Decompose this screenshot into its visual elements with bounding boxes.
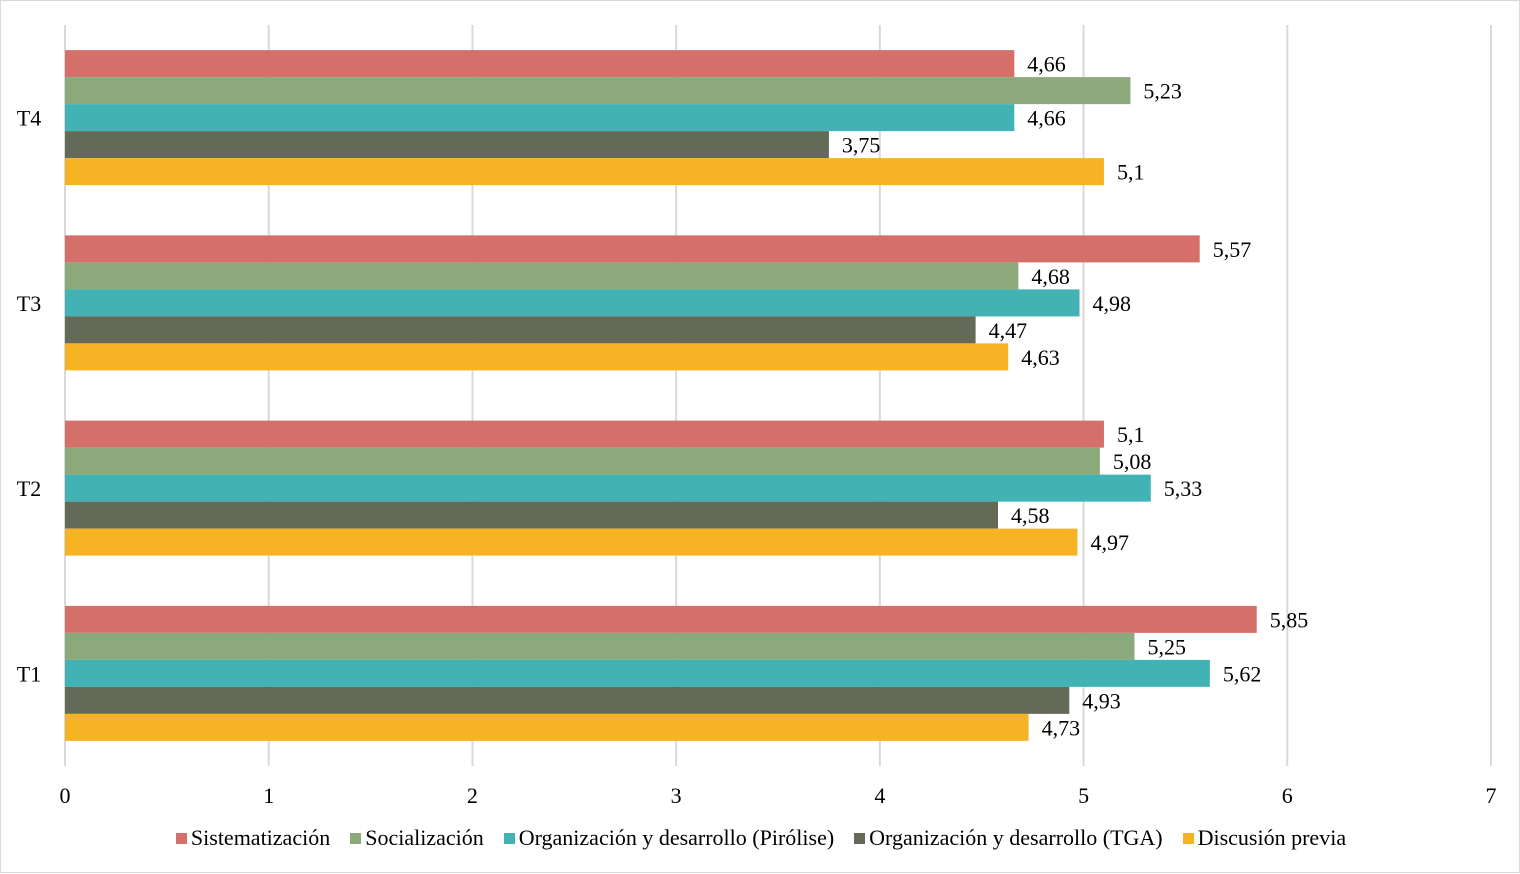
legend-label: Sistematización bbox=[190, 825, 331, 850]
bar bbox=[65, 605, 1257, 633]
data-label: 5,23 bbox=[1143, 79, 1182, 104]
legend-label: Socialización bbox=[365, 825, 484, 850]
x-tick-label: 7 bbox=[1486, 783, 1497, 808]
x-tick-label: 2 bbox=[467, 783, 478, 808]
bar bbox=[65, 528, 1078, 556]
x-tick-label: 5 bbox=[1078, 783, 1089, 808]
data-label: 5,1 bbox=[1117, 160, 1145, 185]
bar bbox=[65, 474, 1151, 502]
data-label: 5,1 bbox=[1117, 422, 1145, 447]
bar bbox=[65, 659, 1210, 687]
bar bbox=[65, 289, 1080, 317]
x-tick-label: 1 bbox=[263, 783, 274, 808]
bar bbox=[65, 50, 1015, 78]
legend-swatch-icon bbox=[1182, 832, 1194, 844]
data-label: 5,57 bbox=[1213, 237, 1252, 262]
x-tick-label: 4 bbox=[874, 783, 885, 808]
legend-label: Organización y desarrollo (TGA) bbox=[869, 825, 1163, 850]
bar bbox=[65, 158, 1104, 186]
data-label: 5,33 bbox=[1164, 476, 1203, 501]
bar bbox=[65, 316, 976, 344]
data-label: 4,66 bbox=[1027, 52, 1066, 77]
legend-label: Organización y desarrollo (Pirólise) bbox=[518, 825, 835, 850]
bar bbox=[65, 713, 1029, 741]
category-label: T3 bbox=[17, 291, 41, 316]
legend-swatch-icon bbox=[854, 832, 866, 844]
bar bbox=[65, 262, 1019, 290]
data-label: 4,63 bbox=[1021, 345, 1060, 370]
legend-item: Organización y desarrollo (Pirólise) bbox=[503, 825, 835, 851]
data-label: 4,66 bbox=[1027, 106, 1066, 131]
bar bbox=[65, 104, 1015, 132]
data-label: 4,97 bbox=[1090, 530, 1129, 555]
data-label: 4,58 bbox=[1011, 503, 1050, 528]
data-label: 5,25 bbox=[1148, 634, 1187, 659]
x-tick-label: 0 bbox=[60, 783, 71, 808]
bar bbox=[65, 501, 999, 529]
bar bbox=[65, 235, 1200, 263]
x-tick-label: 3 bbox=[671, 783, 682, 808]
bar bbox=[65, 632, 1135, 660]
bar bbox=[65, 77, 1131, 105]
category-labels: T4 T3 T2 T1 bbox=[17, 106, 41, 687]
data-label: 5,08 bbox=[1113, 449, 1152, 474]
data-labels: 4,66 5,23 4,66 3,75 5,1 5,57 4,68 4,98 4,474,63 5… bbox=[842, 52, 1308, 741]
data-label: 4,47 bbox=[989, 318, 1027, 343]
legend-swatch-icon bbox=[350, 832, 362, 844]
data-label: 4,68 bbox=[1031, 264, 1070, 289]
data-label: 3,75 bbox=[842, 133, 881, 158]
legend-label: Discusión previa bbox=[1197, 825, 1347, 850]
bar bbox=[65, 447, 1100, 475]
data-label: 4,98 bbox=[1092, 291, 1131, 316]
legend: Sistematización Socialización Organización… bbox=[1, 825, 1520, 851]
legend-swatch-icon bbox=[503, 832, 515, 844]
category-label: T2 bbox=[17, 476, 41, 501]
x-tick-labels: 0 1 2 3 4 5 6 7 bbox=[60, 783, 1497, 808]
bar bbox=[65, 420, 1104, 448]
data-label: 4,73 bbox=[1042, 715, 1081, 740]
legend-item: Sistematización bbox=[175, 825, 331, 851]
bar bbox=[65, 343, 1009, 371]
legend-swatch-icon bbox=[175, 832, 187, 844]
bars bbox=[65, 50, 1257, 741]
legend-item: Organización y desarrollo (TGA) bbox=[854, 825, 1163, 851]
legend-item: Socialización bbox=[350, 825, 484, 851]
data-label: 5,62 bbox=[1223, 661, 1262, 686]
category-label: T1 bbox=[17, 661, 41, 686]
bar bbox=[65, 131, 829, 159]
legend-item: Discusión previa bbox=[1182, 825, 1347, 851]
x-tick-label: 6 bbox=[1282, 783, 1293, 808]
bar bbox=[65, 686, 1070, 714]
category-label: T4 bbox=[17, 106, 41, 131]
data-label: 5,85 bbox=[1270, 607, 1309, 632]
data-label: 4,93 bbox=[1082, 688, 1121, 713]
